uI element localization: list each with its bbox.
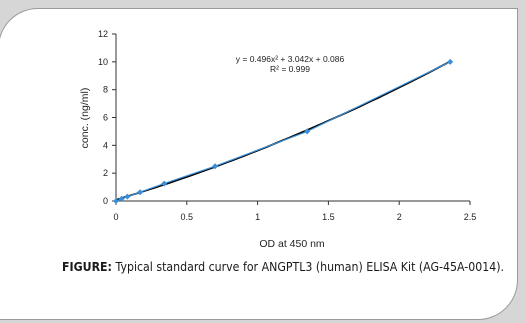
caption-label: FIGURE: bbox=[62, 259, 112, 274]
data-point bbox=[304, 128, 311, 135]
data-point bbox=[161, 180, 168, 187]
data-point bbox=[118, 195, 125, 202]
x-tick-label: 1 bbox=[255, 212, 260, 222]
y-tick-label: 2 bbox=[103, 168, 108, 178]
r-squared-label: R² = 0.999 bbox=[270, 64, 310, 74]
y-axis-title: conc. (ng/ml) bbox=[79, 88, 91, 149]
x-tick-label: 2.5 bbox=[464, 212, 477, 222]
chart-axes: 0 2 4 6 8 10 12 0 0.5 1 1.5 2 2.5 bbox=[98, 29, 476, 222]
data-point bbox=[124, 193, 131, 200]
y-tick-label: 6 bbox=[103, 113, 108, 123]
card-frame bbox=[0, 8, 518, 320]
data-points-group bbox=[113, 58, 454, 204]
y-tick-label: 12 bbox=[98, 29, 108, 39]
x-tick-label: 2 bbox=[397, 212, 402, 222]
trendline-equation: y = 0.496x² + 3.042x + 0.086 bbox=[236, 54, 345, 64]
y-tick-label: 8 bbox=[103, 85, 108, 95]
trendline-group bbox=[115, 60, 451, 201]
y-tick-label: 10 bbox=[98, 57, 108, 67]
data-point bbox=[447, 58, 454, 65]
figure-caption: FIGURE: Typical standard curve for ANGPT… bbox=[62, 256, 507, 277]
data-point bbox=[212, 163, 219, 170]
y-tick-label: 0 bbox=[103, 196, 108, 206]
caption-text: Typical standard curve for ANGPTL3 (huma… bbox=[111, 259, 505, 274]
data-point bbox=[113, 198, 119, 204]
data-point bbox=[137, 189, 144, 196]
x-axis-title: OD at 450 nm bbox=[259, 238, 325, 250]
x-tick-label: 0.5 bbox=[181, 212, 194, 222]
x-tick-label: 0 bbox=[113, 212, 118, 222]
polynomial-trendline bbox=[115, 60, 451, 201]
x-tick-label: 1.5 bbox=[322, 212, 335, 222]
data-series-line bbox=[115, 61, 451, 202]
y-tick-label: 4 bbox=[103, 140, 108, 150]
